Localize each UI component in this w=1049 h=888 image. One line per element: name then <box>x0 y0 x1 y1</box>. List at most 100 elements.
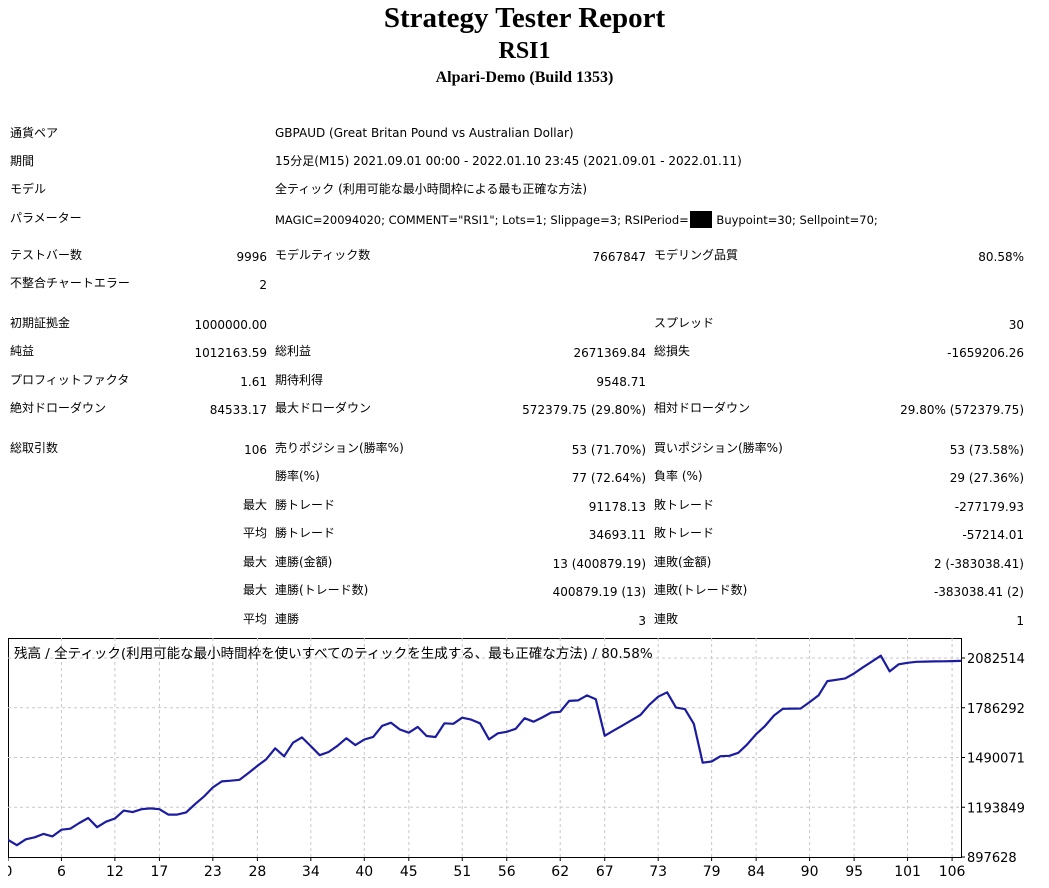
quality-label: モデリング品質 <box>654 248 739 262</box>
chart-series <box>7 654 962 847</box>
chart-y-tick-label: 1786292 <box>967 702 1025 717</box>
chart-x-tick-label: 17 <box>150 864 168 880</box>
avg-loss-label: 敗トレード <box>654 526 715 540</box>
chart-x-tick-label: 0 <box>8 864 12 880</box>
loss-rate-label: 負率 (%) <box>654 469 703 483</box>
param-value-post: Buypoint=30; Sellpoint=70; <box>712 213 878 227</box>
report-subtitle: RSI1 <box>498 38 551 64</box>
chart-x-tick-label: 6 <box>57 864 66 880</box>
avg-label-1: 平均 <box>242 526 267 540</box>
abs-drawdown-value: 84533.17 <box>209 403 267 417</box>
max-label-1: 最大 <box>242 498 267 512</box>
avg-loss-value: -57214.01 <box>962 528 1024 542</box>
chart-title: 残高 / 全ティック(利用可能な最小時間枠を使いすべてのティックを生成する、最も… <box>14 645 653 662</box>
rel-drawdown-value: 29.80% (572379.75) <box>900 403 1024 417</box>
profit-factor-value: 1.61 <box>240 375 267 389</box>
avg-consec-loss-value: 1 <box>1016 614 1024 628</box>
report-title: Strategy Tester Report <box>383 2 666 34</box>
chart-x-tick-label: 62 <box>551 864 569 880</box>
balance-chart-svg: 残高 / 全ティック(利用可能な最小時間枠を使いすべてのティックを生成する、最も… <box>4 638 1025 880</box>
avg-consec-win-value: 3 <box>638 614 646 628</box>
max-label-2: 最大 <box>242 555 267 569</box>
avg-consec-loss-label: 連敗 <box>654 612 679 626</box>
bars-value: 9996 <box>236 250 267 264</box>
avg-win-value: 34693.11 <box>588 528 646 542</box>
chart-x-tick-label: 34 <box>302 864 320 880</box>
spread-label: スプレッド <box>654 316 715 330</box>
max-consec-win-cnt-value: 400879.19 (13) <box>552 585 646 599</box>
ticks-value: 7667847 <box>592 250 646 264</box>
short-positions-value: 53 (71.70%) <box>571 443 646 457</box>
chart-x-tick-label: 23 <box>204 864 222 880</box>
max-consec-loss-amt-value: 2 (-383038.41) <box>933 557 1024 571</box>
gross-loss-label: 総損失 <box>654 344 691 358</box>
balance-chart: 残高 / 全ティック(利用可能な最小時間枠を使いすべてのティックを生成する、最も… <box>4 638 1049 885</box>
max-consec-win-amt-value: 13 (400879.19) <box>552 557 646 571</box>
rel-drawdown-label: 相対ドローダウン <box>654 401 751 415</box>
chart-balance-line <box>7 654 962 847</box>
chart-x-tick-label: 73 <box>649 864 667 880</box>
chart-plot-area <box>8 638 962 858</box>
gross-profit-label: 総利益 <box>275 344 312 358</box>
short-positions-label: 売りポジション(勝率%) <box>275 441 404 455</box>
avg-consec-win-label: 連勝 <box>275 612 300 626</box>
win-rate-value: 77 (72.64%) <box>571 471 646 485</box>
deposit-value: 1000000.00 <box>194 318 267 332</box>
chart-y-tick-label: 897628 <box>967 851 1017 866</box>
chart-y-ticks: 2082514 1786292 1490071 1193849 897628 <box>961 652 1025 866</box>
model-label: モデル <box>10 182 47 196</box>
total-trades-value: 106 <box>244 443 267 457</box>
chart-x-tick-label: 106 <box>939 864 966 880</box>
chart-x-tick-label: 40 <box>355 864 373 880</box>
errors-label: 不整合チャートエラー <box>10 276 130 290</box>
avg-label-2: 平均 <box>242 612 267 626</box>
expected-payoff-value: 9548.71 <box>596 375 646 389</box>
net-value: 1012163.59 <box>194 346 267 360</box>
chart-y-tick-label: 2082514 <box>967 652 1025 667</box>
param-value: MAGIC=20094020; COMMENT="RSI1"; Lots=1; … <box>275 211 878 228</box>
chart-x-tick-label: 84 <box>747 864 765 880</box>
chart-y-tick-label: 1490071 <box>967 752 1025 767</box>
chart-x-tick-label: 45 <box>400 864 418 880</box>
largest-win-label: 勝トレード <box>275 498 336 512</box>
largest-loss-value: -277179.93 <box>954 500 1024 514</box>
chart-x-tick-label: 95 <box>845 864 863 880</box>
param-value-pre: MAGIC=20094020; COMMENT="RSI1"; Lots=1; … <box>275 213 689 227</box>
pair-label: 通貨ペア <box>10 126 59 140</box>
bars-label: テストバー数 <box>10 248 83 262</box>
period-value: 15分足(M15) 2021.09.01 00:00 - 2022.01.10 … <box>275 154 742 168</box>
chart-x-tick-label: 67 <box>596 864 614 880</box>
gross-loss-value: -1659206.26 <box>947 346 1024 360</box>
deposit-label: 初期証拠金 <box>10 316 71 330</box>
max-consec-win-amt-label: 連勝(金額) <box>275 555 333 569</box>
spread-value: 30 <box>1008 318 1024 332</box>
chart-x-tick-label: 12 <box>106 864 124 880</box>
net-label: 純益 <box>10 344 35 358</box>
chart-x-tick-label: 51 <box>453 864 471 880</box>
chart-grid <box>8 638 961 857</box>
avg-win-label: 勝トレード <box>275 526 336 540</box>
param-label: パラメーター <box>10 211 82 225</box>
largest-loss-label: 敗トレード <box>654 498 715 512</box>
long-positions-value: 53 (73.58%) <box>949 443 1024 457</box>
chart-x-ticks: 0 6 12 17 23 28 34 40 45 51 56 62 67 73 79 84 90 95 101 106 <box>4 857 966 880</box>
win-rate-label: 勝率(%) <box>275 469 320 483</box>
largest-win-value: 91178.13 <box>588 500 646 514</box>
total-trades-label: 総取引数 <box>10 441 59 455</box>
long-positions-label: 買いポジション(勝率%) <box>654 441 783 455</box>
max-drawdown-label: 最大ドローダウン <box>275 401 372 415</box>
max-consec-loss-amt-label: 連敗(金額) <box>654 555 712 569</box>
chart-x-tick-label: 79 <box>703 864 721 880</box>
ticks-label: モデルティック数 <box>275 248 371 262</box>
max-label-3: 最大 <box>242 583 267 597</box>
expected-payoff-label: 期待利得 <box>275 373 324 387</box>
gross-profit-value: 2671369.84 <box>573 346 646 360</box>
quality-value: 80.58% <box>978 250 1024 264</box>
pair-value: GBPAUD (Great Britan Pound vs Australian… <box>275 126 574 140</box>
loss-rate-value: 29 (27.36%) <box>949 471 1024 485</box>
max-consec-loss-cnt-label: 連敗(トレード数) <box>654 583 748 597</box>
period-label: 期間 <box>10 154 35 168</box>
errors-value: 2 <box>259 278 267 292</box>
chart-y-tick-label: 1193849 <box>967 801 1025 816</box>
max-drawdown-value: 572379.75 (29.80%) <box>522 403 646 417</box>
